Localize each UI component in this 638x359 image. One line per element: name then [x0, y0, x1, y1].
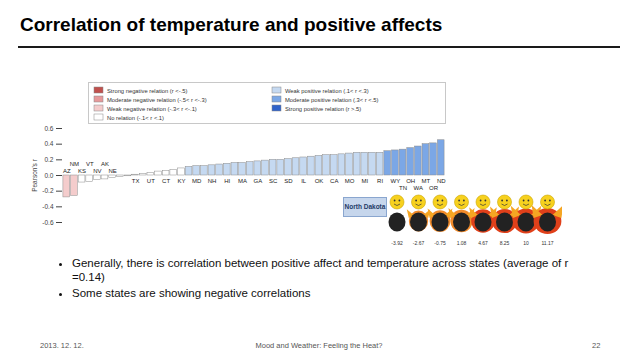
- svg-text:MT: MT: [422, 178, 431, 184]
- svg-text:RI: RI: [377, 178, 383, 184]
- svg-text:4.67: 4.67: [478, 240, 488, 246]
- svg-text:OH: OH: [406, 178, 415, 184]
- svg-text:Weak negative relation (-.3< r: Weak negative relation (-.3< r <-.1): [107, 106, 197, 112]
- svg-text:MI: MI: [361, 178, 368, 184]
- svg-text:-3.92: -3.92: [391, 240, 403, 246]
- svg-text:NV: NV: [93, 168, 101, 174]
- svg-text:0.4: 0.4: [44, 140, 53, 147]
- svg-text:HI: HI: [224, 178, 230, 184]
- svg-text:SD: SD: [284, 178, 293, 184]
- svg-text:MO: MO: [345, 178, 355, 184]
- svg-text:11.17: 11.17: [541, 240, 553, 246]
- svg-text:Weak positive relation (.1< r: Weak positive relation (.1< r <.3): [285, 88, 369, 94]
- svg-text:WY: WY: [391, 178, 401, 184]
- svg-text:10: 10: [523, 240, 529, 246]
- html-text:North Dakota: North Dakota: [344, 203, 386, 210]
- svg-text:NE: NE: [108, 168, 116, 174]
- svg-text:UT: UT: [147, 178, 155, 184]
- svg-text:-0.4: -0.4: [42, 203, 54, 210]
- html-text:22: 22: [592, 341, 601, 350]
- svg-text:GA: GA: [253, 178, 262, 184]
- svg-text:SC: SC: [269, 178, 278, 184]
- svg-text:WA: WA: [414, 185, 423, 191]
- svg-text:NM: NM: [70, 161, 79, 167]
- svg-text:Moderate positive relation (.3: Moderate positive relation (.3< r <.5): [285, 97, 379, 103]
- svg-text:-0.2: -0.2: [42, 187, 54, 194]
- svg-text:0.0: 0.0: [44, 172, 53, 179]
- svg-text:NH: NH: [208, 178, 217, 184]
- html-text:Correlation of temperature and: Correlation of temperature and positive …: [20, 14, 443, 35]
- svg-text:KS: KS: [78, 168, 86, 174]
- svg-text:IL: IL: [301, 178, 307, 184]
- svg-text:Pearson's r: Pearson's r: [31, 158, 38, 192]
- svg-text:0.2: 0.2: [44, 156, 53, 163]
- svg-text:CT: CT: [162, 178, 170, 184]
- svg-text:OR: OR: [429, 185, 439, 191]
- svg-text:-0.75: -0.75: [434, 240, 446, 246]
- svg-text:CA: CA: [330, 178, 338, 184]
- svg-text:VT: VT: [86, 161, 94, 167]
- html-text:Some states are showing negati: Some states are showing negative correla…: [72, 287, 311, 299]
- svg-text:TX: TX: [132, 178, 140, 184]
- svg-text:AK: AK: [101, 161, 109, 167]
- svg-text:OK: OK: [315, 178, 324, 184]
- svg-text:No relation (-.1< r <.1): No relation (-.1< r <.1): [107, 115, 164, 121]
- svg-text:-0.6: -0.6: [42, 219, 54, 226]
- svg-text:0.6: 0.6: [44, 125, 53, 132]
- html-text:Mood and Weather: Feeling the: Mood and Weather: Feeling the Heat?: [255, 341, 383, 350]
- svg-text:Moderate negative relation (-.: Moderate negative relation (-.5< r <-.3): [107, 97, 207, 103]
- svg-text:KY: KY: [177, 178, 185, 184]
- svg-text:Strong negative relation (r <-: Strong negative relation (r <-.5): [107, 88, 187, 94]
- svg-text:MD: MD: [192, 178, 202, 184]
- svg-text:Strong positive relation (r >.: Strong positive relation (r >.5): [285, 106, 361, 112]
- svg-text:8.25: 8.25: [500, 240, 510, 246]
- svg-text:TN: TN: [399, 185, 407, 191]
- svg-text:AZ: AZ: [63, 168, 71, 174]
- svg-text:MA: MA: [238, 178, 247, 184]
- svg-text:-2.67: -2.67: [413, 240, 425, 246]
- html-text:2013. 12. 12.: 2013. 12. 12.: [40, 341, 84, 350]
- svg-text:ND: ND: [437, 178, 446, 184]
- html-text:Generally, there is correlatio: Generally, there is correlation between …: [72, 257, 569, 283]
- svg-text:1.08: 1.08: [457, 240, 467, 246]
